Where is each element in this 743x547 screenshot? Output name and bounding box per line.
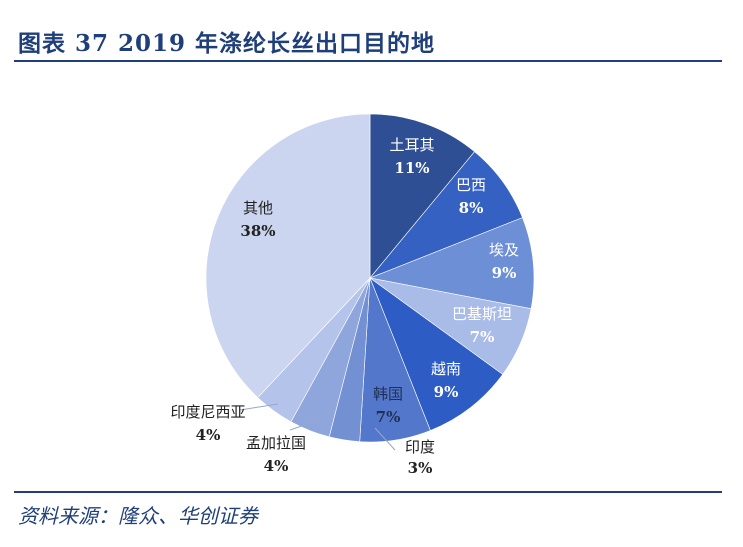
source-rule <box>14 491 722 493</box>
source-note: 资料来源：隆众、华创证券 <box>18 504 258 528</box>
slice-name-label-6: 印度 <box>405 438 435 456</box>
slice-value-label-9: 38% <box>240 222 275 240</box>
slice-name-label-4: 越南 <box>431 360 461 378</box>
figure-title: 图表 37 2019 年涤纶长丝出口目的地 <box>18 30 436 57</box>
leader-line-6 <box>374 427 396 451</box>
slice-value-label-0: 11% <box>394 159 429 177</box>
slice-value-label-3: 7% <box>470 328 495 346</box>
slice-name-label-9: 其他 <box>243 199 273 217</box>
slice-value-label-8: 4% <box>196 426 221 444</box>
pie-slice-0 <box>369 113 475 279</box>
figure-header: 图表 37 2019 年涤纶长丝出口目的地 <box>14 14 720 64</box>
title-rule <box>14 60 722 62</box>
slice-value-label-5: 7% <box>376 408 401 426</box>
pie-slice-9 <box>205 113 371 398</box>
slice-value-label-4: 9% <box>434 383 459 401</box>
slice-value-label-7: 4% <box>264 457 289 475</box>
slice-name-label-0: 土耳其 <box>389 136 434 154</box>
slice-value-label-6: 3% <box>408 459 433 477</box>
slice-name-label-1: 巴西 <box>456 176 486 194</box>
pie-slice-4 <box>369 277 504 431</box>
slice-name-label-7: 孟加拉国 <box>246 434 306 452</box>
pie-slice-2 <box>368 217 535 310</box>
leader-line-7 <box>289 418 323 431</box>
slice-value-label-2: 9% <box>492 264 517 282</box>
leader-line-8 <box>239 403 279 411</box>
slice-name-label-3: 巴基斯坦 <box>452 305 512 323</box>
slice-name-label-8: 印度尼西亚 <box>170 403 245 421</box>
pie-chart-svg: 土耳其11%巴西8%埃及9%巴基斯坦7%越南9%韩国7%印度3%孟加拉国4%印度… <box>170 113 535 477</box>
slice-name-label-5: 韩国 <box>373 385 403 403</box>
slice-value-label-1: 8% <box>459 199 484 217</box>
pie-chart: 土耳其 11% 巴西 8% 埃及 9% 巴基斯坦 7% 越南 9% 韩国 7% 印度 3% 孟加拉国 4% 印度… <box>0 64 743 490</box>
slice-name-label-2: 埃及 <box>489 241 519 259</box>
